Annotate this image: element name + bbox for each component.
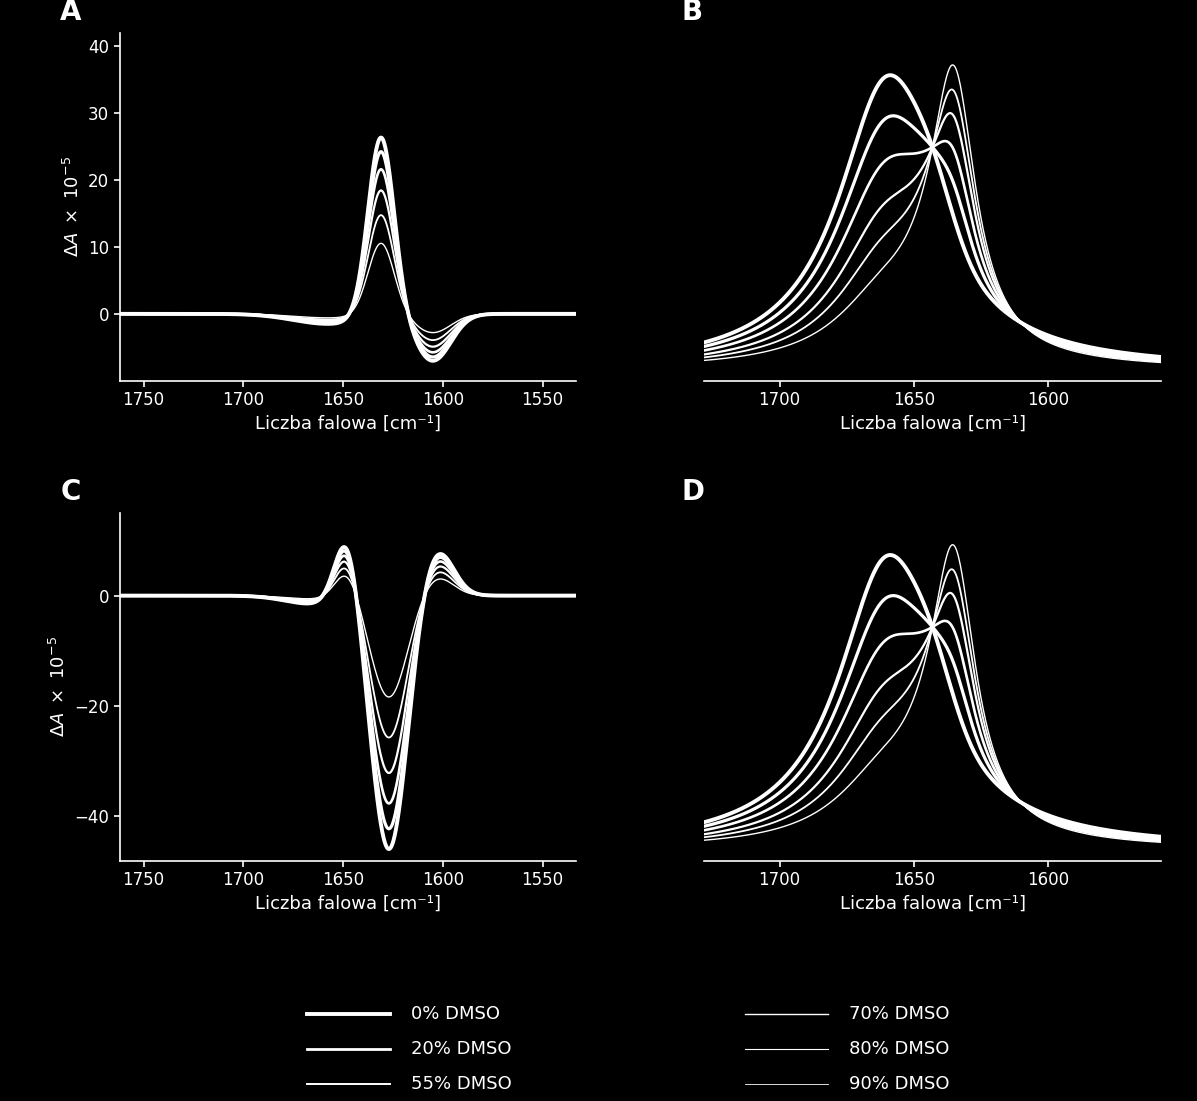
X-axis label: Liczba falowa [cm⁻¹]: Liczba falowa [cm⁻¹] (255, 894, 440, 913)
Text: 90% DMSO: 90% DMSO (849, 1076, 949, 1093)
Y-axis label: $\Delta A\ \times\ 10^{-5}$: $\Delta A\ \times\ 10^{-5}$ (49, 636, 68, 738)
X-axis label: Liczba falowa [cm⁻¹]: Liczba falowa [cm⁻¹] (840, 415, 1026, 433)
Text: 80% DMSO: 80% DMSO (849, 1040, 949, 1058)
Text: C: C (60, 478, 80, 505)
Text: A: A (60, 0, 81, 26)
Text: 0% DMSO: 0% DMSO (412, 1005, 500, 1023)
Text: D: D (681, 478, 705, 505)
Text: B: B (681, 0, 703, 26)
Text: 70% DMSO: 70% DMSO (849, 1005, 949, 1023)
Text: 20% DMSO: 20% DMSO (412, 1040, 512, 1058)
X-axis label: Liczba falowa [cm⁻¹]: Liczba falowa [cm⁻¹] (255, 415, 440, 433)
Y-axis label: $\Delta A\ \times\ 10^{-5}$: $\Delta A\ \times\ 10^{-5}$ (62, 156, 83, 258)
Text: 55% DMSO: 55% DMSO (412, 1076, 512, 1093)
X-axis label: Liczba falowa [cm⁻¹]: Liczba falowa [cm⁻¹] (840, 894, 1026, 913)
